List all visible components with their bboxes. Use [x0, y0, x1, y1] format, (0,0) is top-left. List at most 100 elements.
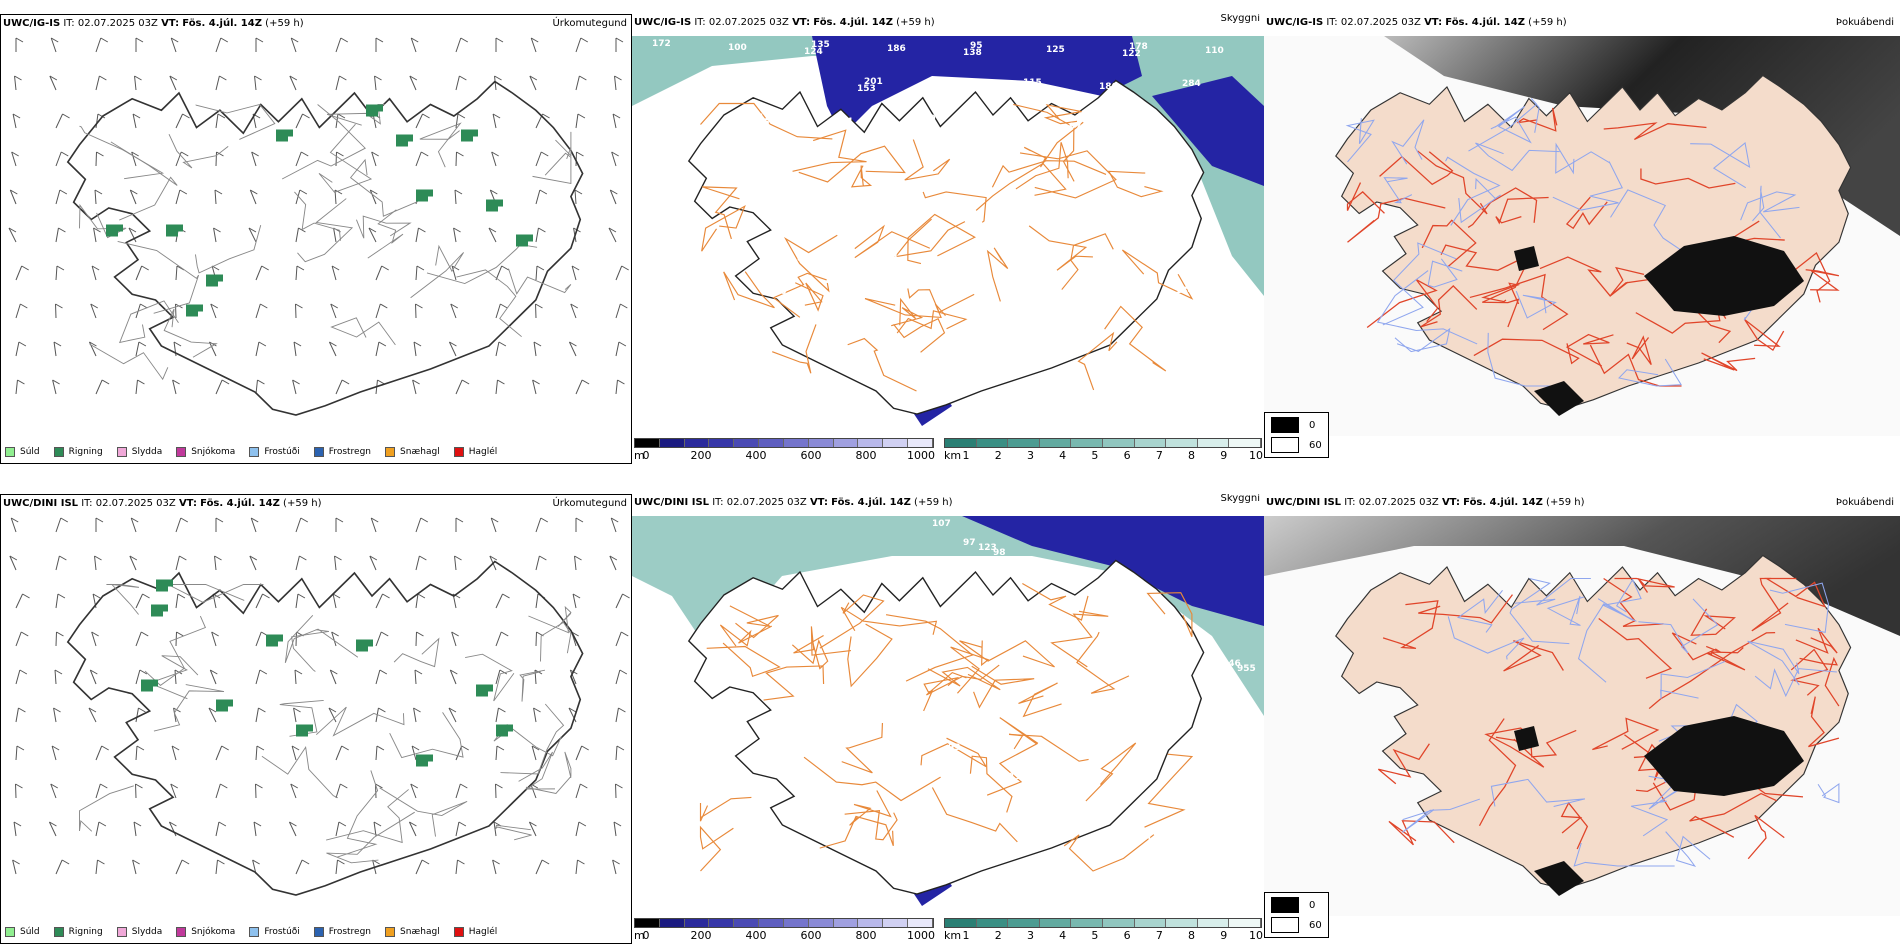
- cloud-base-tick: 400: [745, 449, 767, 462]
- lead-time: (+59 h): [265, 18, 304, 29]
- cloud-base-label: 123: [1198, 253, 1217, 263]
- cloud-base-label: 115: [1009, 772, 1028, 782]
- fog-legend-swatch: [1271, 897, 1299, 913]
- fog-legend-label: 0: [1309, 419, 1316, 431]
- cloud-base-label: 117: [781, 80, 800, 90]
- cloud-base-label: 119: [1115, 606, 1134, 616]
- cloud-base-tick: 0: [642, 449, 650, 462]
- visibility-tick: 5: [1091, 449, 1099, 462]
- cloud-base-label: 123: [1092, 289, 1111, 299]
- cloud-base-tick: 600: [800, 929, 822, 942]
- iceland-outline: [1335, 554, 1852, 890]
- visibility-tick: 4: [1059, 929, 1067, 942]
- cloud-base-tick: 200: [690, 929, 712, 942]
- fog-map: [1264, 36, 1900, 436]
- cloud-base-label: 123: [978, 543, 997, 553]
- legend-swatch: [176, 447, 187, 457]
- legend-label: Haglél: [468, 447, 498, 457]
- legend-item: Snæhagl: [385, 447, 440, 457]
- visibility-unit: km: [944, 449, 962, 462]
- road-lines: [79, 583, 572, 864]
- precip-legend: Súld Rigning Slydda Snjókoma Frostúði Frostre…: [5, 447, 497, 457]
- top-fog-header: UWC/IG-IS IT: 02.07.2025 03Z VT: Fös. 4.…: [1264, 14, 1900, 32]
- panel-title: Úrkomutegund: [552, 18, 627, 29]
- legend-swatch: [249, 447, 260, 457]
- rain-patches: [141, 579, 513, 767]
- cloud-base-label: 111: [1146, 835, 1165, 845]
- cloud-base-label: 43: [1024, 567, 1037, 577]
- legend-swatch: [116, 927, 127, 937]
- cloud-base-label: 122: [1122, 49, 1141, 59]
- cloud-base-tick: 0: [642, 929, 650, 942]
- panel-title: Úrkomutegund: [552, 498, 627, 509]
- legend-swatch: [385, 927, 396, 937]
- precip-legend: Súld Rigning Slydda Snjókoma Frostúði Frostre…: [5, 927, 497, 937]
- visibility-tick: 10: [1249, 449, 1263, 462]
- legend-swatch: [385, 447, 396, 457]
- top-fog-panel: UWC/IG-IS IT: 02.07.2025 03Z VT: Fös. 4.…: [1264, 14, 1900, 464]
- cloud-base-label: 172: [652, 39, 671, 49]
- cloud-base-label: 955: [1237, 664, 1256, 674]
- legend-swatch: [453, 927, 464, 937]
- model-name: UWC/IG-IS: [3, 18, 61, 29]
- cloud-base-label: 95: [970, 41, 983, 51]
- fog-legend-swatch: [1271, 917, 1299, 933]
- visibility-colorbar: km 1 2 3 4 5 6 7 8 9 10: [944, 438, 1263, 462]
- visibility-tick: 8: [1188, 929, 1196, 942]
- cloud-base-tick: 400: [745, 929, 767, 942]
- visibility-ticks: km 1 2 3 4 5 6 7 8 9 10: [944, 928, 1263, 942]
- cloud-base-label: 311: [880, 251, 899, 261]
- fog-legend-swatch: [1271, 437, 1299, 453]
- cloud-base-label: 125: [1046, 45, 1065, 55]
- cloud-base-label: 115: [1161, 630, 1180, 640]
- cloud-base-ticks: m 0 200 400 600 800 1000: [634, 448, 935, 462]
- legend-label: Rigning: [68, 927, 103, 937]
- cloud-base-label: 62: [1070, 801, 1083, 811]
- legend-item: Súld: [5, 447, 40, 457]
- visibility-bar: [944, 918, 1262, 928]
- legend-label: Snjókoma: [191, 447, 236, 457]
- fog-legend-row: 60: [1271, 435, 1322, 455]
- cloud-base-label: 177: [1054, 577, 1073, 587]
- panel-title: Skyggni: [1220, 494, 1260, 504]
- cloud-base-label: 178: [1129, 42, 1148, 52]
- valid-time: Fös. 4.júl. 14Z: [182, 18, 262, 29]
- legend-item: Snæhagl: [385, 927, 440, 937]
- visibility-tick: 2: [994, 929, 1002, 942]
- cloud-base-tick: 1000: [907, 449, 935, 462]
- legend-label: Snjókoma: [191, 927, 236, 937]
- cloud-base-label: 124: [804, 47, 823, 57]
- legend-swatch: [53, 927, 64, 937]
- legend-item: Súld: [5, 927, 40, 937]
- legend-label: Haglél: [468, 927, 498, 937]
- cloud-base-label: 134: [1039, 572, 1058, 582]
- visibility-bar: [944, 438, 1262, 448]
- visibility-tick: 3: [1026, 449, 1034, 462]
- legend-item: Haglél: [453, 927, 498, 937]
- cloud-base-label: 97: [963, 538, 976, 548]
- cloud-base-label: 129: [993, 118, 1012, 128]
- legend-label: Súld: [20, 927, 40, 937]
- road-lines: [699, 583, 1194, 872]
- legend-swatch: [5, 447, 15, 457]
- cloud-base-label: 100: [728, 43, 747, 53]
- bottom-cloud-header: UWC/DINI ISL IT: 02.07.2025 03Z VT: Fös.…: [632, 494, 1264, 512]
- legend-swatch: [313, 927, 324, 937]
- legend-label: Frostúði: [264, 447, 300, 457]
- legend-item: Frostúði: [249, 927, 300, 937]
- cloud-base-label: 104: [834, 117, 853, 127]
- visibility-tick: 3: [1026, 929, 1034, 942]
- panel-title: Skyggni: [1220, 14, 1260, 24]
- cloud-base-label: 130: [933, 288, 952, 298]
- cloud-base-label: 151: [691, 290, 710, 300]
- cloud-base-label: 85: [797, 254, 810, 264]
- legend-item: Snjókoma: [176, 927, 235, 937]
- bottom-cloud-panel: UWC/DINI ISL IT: 02.07.2025 03Z VT: Fös.…: [632, 494, 1264, 944]
- visibility-tick: 8: [1188, 449, 1196, 462]
- road-lines: [700, 102, 1194, 392]
- cloud-base-label: 111: [1207, 864, 1226, 874]
- cloud-base-label: 127: [1085, 806, 1104, 816]
- cloud-base-label: 285: [675, 116, 694, 126]
- cloud-base-label: 138: [963, 48, 982, 58]
- cloud-base-unit: m: [634, 929, 645, 942]
